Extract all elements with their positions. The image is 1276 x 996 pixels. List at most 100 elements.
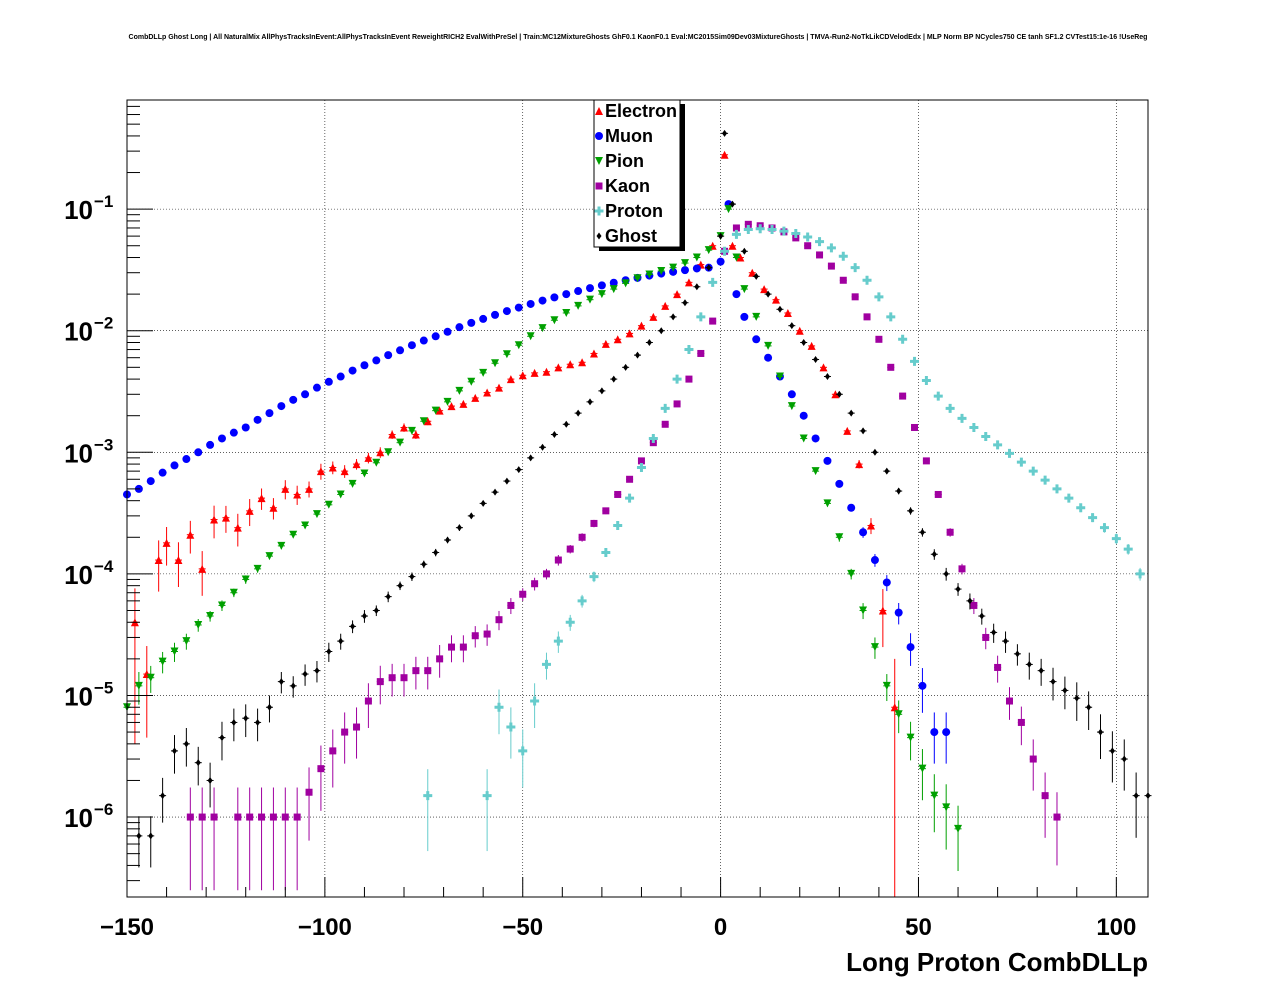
data-point [753, 272, 759, 280]
data-point [930, 728, 939, 737]
data-point [1088, 513, 1098, 523]
y-tick-label: 10 [64, 681, 93, 711]
data-point [316, 467, 325, 476]
data-point [483, 630, 491, 638]
data-point [397, 582, 403, 590]
data-point [419, 417, 428, 426]
data-point [554, 556, 562, 564]
data-point [981, 431, 991, 441]
legend-marker-kaon [595, 182, 603, 190]
data-point [694, 283, 700, 291]
data-point [685, 375, 693, 383]
data-point [198, 564, 207, 573]
data-point [887, 363, 895, 371]
data-point [787, 402, 796, 411]
data-point [467, 377, 476, 386]
data-point [906, 733, 915, 742]
data-point [673, 400, 681, 408]
data-point [328, 463, 337, 472]
data-point [918, 681, 927, 690]
data-point [1076, 503, 1086, 513]
data-point [1040, 475, 1050, 485]
y-tick-exponent: −4 [94, 557, 114, 576]
data-point [660, 403, 670, 413]
data-point [341, 728, 349, 736]
y-tick-exponent: −5 [94, 678, 113, 697]
data-point [423, 417, 432, 426]
data-point [384, 448, 393, 457]
data-point [1074, 694, 1080, 702]
data-point [709, 317, 717, 325]
data-point [669, 267, 678, 276]
data-point [1041, 792, 1049, 800]
data-point [482, 791, 492, 801]
y-tick-label: 10 [64, 195, 93, 225]
data-point [253, 564, 262, 573]
data-point [443, 327, 452, 336]
data-point [1109, 747, 1115, 755]
data-point [803, 232, 813, 242]
data-point [243, 714, 249, 722]
data-point [994, 663, 1002, 671]
x-tick-label: 50 [905, 914, 932, 941]
data-point [518, 746, 528, 756]
data-point [574, 301, 583, 310]
data-point [219, 734, 225, 742]
data-point [459, 643, 467, 651]
data-point [348, 366, 357, 375]
x-tick-label: −50 [502, 914, 543, 941]
data-point [551, 431, 557, 439]
data-point [526, 332, 535, 341]
data-point [479, 368, 488, 377]
legend-marker-pion [595, 157, 603, 165]
data-point [563, 420, 569, 428]
data-point [324, 377, 333, 386]
data-point [884, 467, 890, 475]
data-point [933, 391, 943, 401]
data-point [182, 637, 191, 646]
data-point [305, 484, 314, 493]
series-muon [123, 200, 951, 764]
data-point [1038, 667, 1044, 675]
data-point [623, 363, 629, 371]
data-point [625, 329, 634, 338]
data-point [231, 718, 237, 726]
data-point [859, 528, 868, 537]
data-point [518, 371, 527, 380]
data-point [946, 528, 954, 536]
data-point [293, 813, 301, 821]
data-point [353, 723, 361, 731]
data-point [526, 299, 535, 308]
data-point [433, 548, 439, 556]
data-point [538, 296, 547, 305]
data-point [863, 313, 871, 321]
data-point [826, 243, 836, 253]
data-point [253, 415, 262, 424]
data-point [448, 643, 456, 651]
data-point [732, 290, 741, 299]
data-point [217, 434, 226, 443]
data-point [646, 339, 652, 347]
legend-label-kaon: Kaon [605, 176, 650, 196]
data-point [467, 318, 476, 327]
data-point [195, 759, 201, 767]
data-point [601, 339, 610, 348]
data-point [519, 590, 527, 598]
data-point [586, 295, 595, 304]
data-point [424, 667, 432, 675]
data-point [289, 530, 298, 539]
data-point [908, 507, 914, 515]
data-point [495, 616, 503, 624]
data-point [400, 674, 408, 682]
data-point [1050, 678, 1056, 686]
data-point [661, 420, 669, 428]
data-point [882, 681, 891, 690]
data-point [1121, 755, 1127, 763]
data-point [589, 572, 599, 582]
data-point [301, 390, 310, 399]
legend-label-electron: Electron [605, 101, 677, 121]
data-point [229, 428, 238, 437]
data-point [708, 277, 718, 287]
data-point [186, 813, 194, 821]
